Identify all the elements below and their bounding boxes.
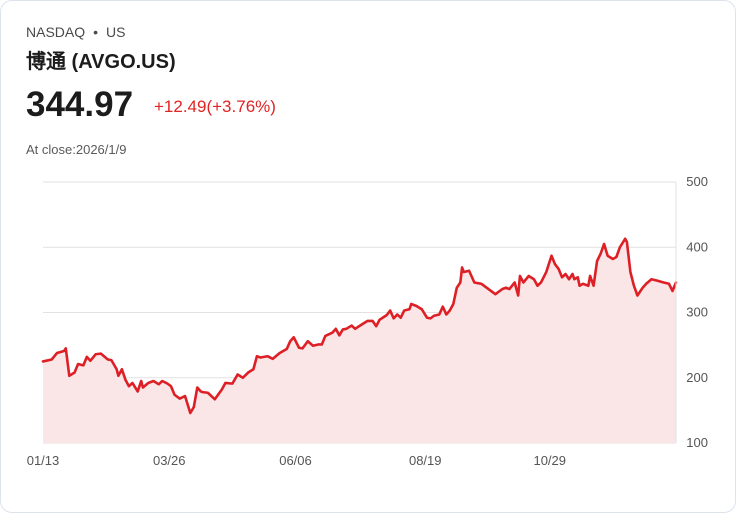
price-line [41, 237, 678, 415]
x-tick-label: 06/06 [279, 453, 312, 468]
x-tick-label: 03/26 [153, 453, 186, 468]
separator: • [93, 24, 99, 40]
y-tick-label: 300 [686, 305, 708, 320]
close-date: At close:2026/1/9 [26, 142, 127, 157]
x-tick-label: 10/29 [533, 453, 566, 468]
price-change: +12.49(+3.76%) [154, 97, 276, 116]
exchange: NASDAQ [26, 24, 86, 40]
price-area [43, 238, 676, 443]
y-tick-label: 200 [686, 370, 708, 385]
y-tick-label: 100 [686, 435, 708, 450]
market: US [106, 24, 126, 40]
x-tick-label: 08/19 [409, 453, 442, 468]
price: 344.97 [26, 85, 134, 124]
y-tick-label: 500 [686, 174, 708, 189]
exchange-line: NASDAQ • US [26, 24, 125, 40]
y-tick-label: 400 [686, 239, 708, 254]
x-tick-label: 01/13 [27, 453, 60, 468]
stock-title: 博通 (AVGO.US) [26, 51, 176, 73]
